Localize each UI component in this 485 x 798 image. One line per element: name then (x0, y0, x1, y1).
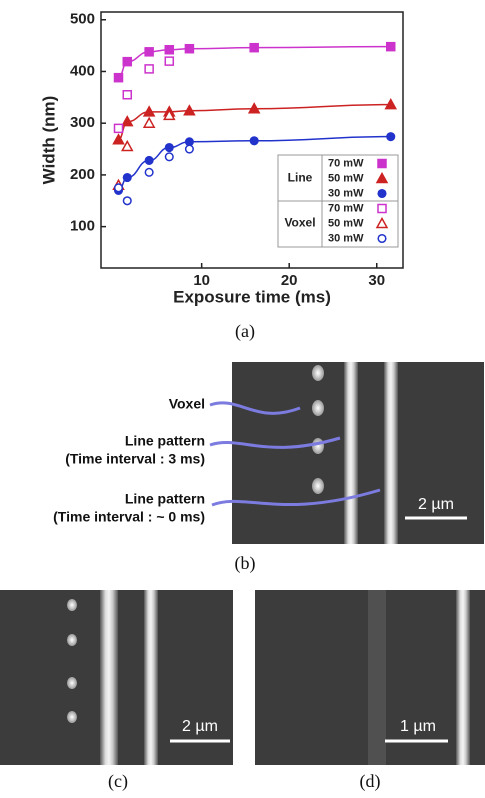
data-point (249, 42, 259, 53)
data-point (164, 45, 175, 55)
legend-marker (377, 158, 387, 169)
data-point (142, 116, 156, 128)
legend-label: 30 mW (328, 232, 364, 244)
x-axis-label: Exposure time (ms) (173, 287, 331, 306)
sem-image-c (0, 590, 233, 765)
data-point (385, 41, 396, 52)
annotation: (Time interval : ~ 0 ms) (53, 509, 205, 525)
annotation: Line pattern (125, 433, 205, 449)
data-point (386, 132, 396, 142)
legend-marker (375, 216, 389, 229)
data-point (384, 98, 398, 110)
legend-marker (377, 188, 387, 199)
data-point (247, 102, 261, 114)
data-point (122, 172, 132, 183)
data-point (249, 136, 259, 146)
caption: (b) (235, 553, 256, 574)
legend-label: 50 mW (328, 172, 364, 184)
scale-label: 2 µm (418, 496, 454, 513)
legend-group: Line (288, 171, 313, 185)
y-tick-label: 200 (70, 166, 95, 183)
data-point (163, 108, 176, 121)
data-point (113, 183, 124, 193)
annotation: Line pattern (125, 491, 205, 507)
data-point (120, 115, 134, 127)
y-tick-label: 400 (70, 62, 95, 79)
scale-label: 2 µm (182, 718, 218, 735)
caption: (c) (108, 771, 128, 792)
data-point (184, 43, 195, 54)
y-tick-label: 500 (70, 11, 95, 28)
data-point (183, 104, 196, 116)
legend-label: 30 mW (328, 187, 364, 199)
y-axis-label: Width (nm) (39, 96, 58, 185)
legend-marker (375, 171, 389, 184)
data-point (184, 144, 194, 154)
x-tick-label: 20 (281, 272, 298, 289)
data-point (184, 137, 194, 147)
legend-group: Voxel (284, 216, 315, 230)
scale-label: 1 µm (400, 718, 436, 735)
caption: (a) (235, 321, 255, 342)
plot-frame (100, 11, 404, 269)
legend-label: 70 mW (328, 157, 364, 169)
x-tick-label: 30 (368, 272, 385, 289)
legend-marker (377, 203, 387, 214)
chart: Width (nm) Exposure time (ms) 100 200 300 4… (39, 11, 404, 306)
data-point (122, 56, 133, 67)
x-tick-label: 10 (193, 272, 210, 289)
legend-label: 50 mW (328, 217, 364, 229)
data-point (164, 152, 174, 162)
data-point (144, 47, 154, 57)
sem-image-d (255, 590, 485, 765)
data-point (164, 56, 175, 66)
data-point (142, 105, 156, 117)
sem-image-b (209, 362, 484, 544)
data-point (112, 133, 125, 145)
data-point (164, 142, 174, 153)
data-point (144, 64, 154, 74)
data-point (144, 155, 154, 165)
data-point (113, 123, 124, 134)
annotation: (Time interval : 3 ms) (65, 451, 205, 467)
legend-label: 70 mW (328, 202, 364, 214)
y-tick-label: 100 (70, 218, 95, 235)
data-point (122, 196, 132, 206)
data-point (144, 167, 154, 177)
y-tick-label: 300 (70, 114, 95, 131)
data-point (122, 89, 133, 100)
legend-marker (377, 233, 387, 244)
annotation: Voxel (169, 396, 205, 412)
data-point (113, 72, 124, 83)
caption: (d) (360, 771, 381, 792)
data-point (120, 139, 134, 152)
